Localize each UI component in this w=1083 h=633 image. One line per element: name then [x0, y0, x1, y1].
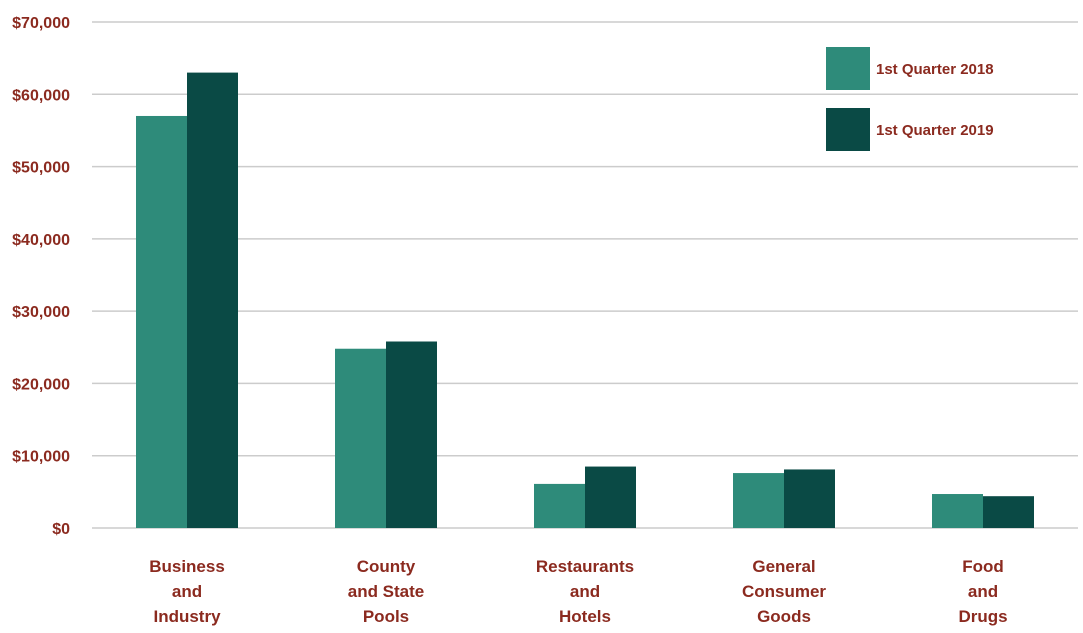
legend-swatch	[826, 47, 870, 90]
x-category-label: General Consumer Goods	[742, 557, 826, 626]
bar-2018	[335, 348, 386, 528]
legend-swatch	[826, 108, 870, 151]
y-tick-label: $50,000	[12, 160, 70, 177]
bar-2018	[932, 494, 983, 528]
legend-label: 1st Quarter 2019	[876, 122, 994, 139]
bars	[136, 72, 1034, 528]
bar-2019	[386, 341, 437, 528]
y-tick-label: $10,000	[12, 449, 70, 466]
y-tick-label: $0	[52, 521, 70, 538]
x-axis-category-labels: Business and Industry County and State Pools R…	[149, 557, 1007, 626]
gridlines	[92, 21, 1078, 529]
bar-2019	[187, 72, 238, 528]
y-tick-label: $60,000	[12, 87, 70, 104]
y-tick-label: $40,000	[12, 232, 70, 249]
x-category-label: Business and Industry	[149, 557, 225, 626]
legend-label: 1st Quarter 2018	[876, 61, 994, 78]
bar-2019	[585, 466, 636, 528]
x-category-label: Restaurants and Hotels	[536, 557, 634, 626]
bar-2018	[136, 115, 187, 528]
y-tick-label: $20,000	[12, 376, 70, 393]
bar-2019	[784, 469, 835, 528]
bar-2018	[733, 473, 784, 528]
y-axis-tick-labels: $0 $10,000 $20,000 $30,000 $40,000 $50,000 $60…	[12, 15, 70, 538]
legend: 1st Quarter 2018 1st Quarter 2019	[826, 47, 994, 151]
bar-2018	[534, 483, 585, 528]
bar-2019	[983, 496, 1034, 528]
x-category-label: Food and Drugs	[958, 557, 1007, 626]
x-category-label: County and State Pools	[348, 557, 425, 626]
y-tick-label: $30,000	[12, 304, 70, 321]
y-tick-label: $70,000	[12, 15, 70, 32]
